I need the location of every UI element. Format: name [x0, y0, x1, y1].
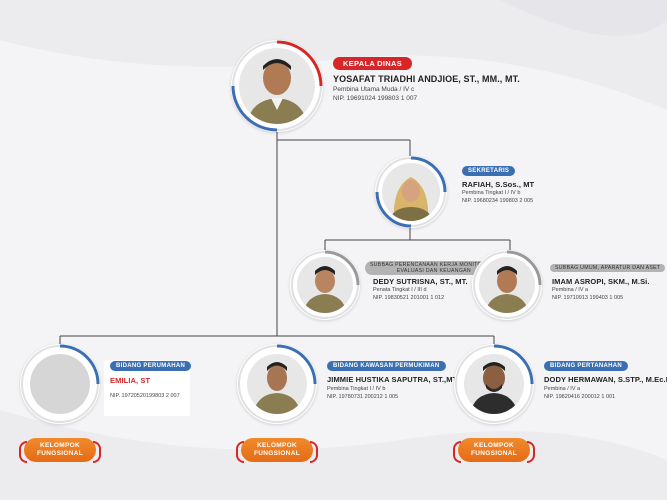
subbag-monitoring-position-badge: SUBBAG PERENCANAAN KERJA MONITORING, EVA…	[365, 261, 503, 275]
bidang-pertanahan-position-badge: BIDANG PERTANAHAN	[544, 361, 628, 371]
head-name: YOSAFAT TRIADHI ANDJIOE, ST., MM., MT.	[333, 74, 520, 84]
bidang-perumahan-nip: NIP. 19720520199803 2 007	[110, 393, 180, 399]
subbag-monitoring-avatar	[297, 257, 353, 313]
group-line-2: FUNGSIONAL	[254, 450, 300, 457]
secretary-photo-frame	[375, 156, 447, 228]
subbag-umum-photo-frame	[472, 250, 542, 320]
bidang-permukiman-nip: NIP. 19780731 200212 1 005	[327, 394, 399, 400]
secretary-rank: Pembina Tingkat I / IV b	[462, 190, 521, 196]
group-line-1: KELOMPOK	[40, 442, 80, 449]
photo-ring	[291, 250, 360, 319]
kelompok-fungsional-badge: KELOMPOK FUNGSIONAL	[453, 438, 535, 463]
photo-ring	[231, 40, 323, 132]
subbag-umum-rank: Pembina / IV a	[552, 287, 589, 293]
bidang-permukiman-rank: Pembina Tingkat I / IV b	[327, 386, 386, 392]
bidang-permukiman-photo-frame	[237, 344, 317, 424]
badge-line-1: SUBBAG PERENCANAAN KERJA MONITORING,	[370, 262, 498, 268]
secretary-nip: NIP. 19680234 199803 2 005	[462, 198, 534, 204]
secretary-avatar	[382, 163, 440, 221]
bidang-perumahan-avatar-placeholder	[30, 354, 90, 414]
subbag-umum-avatar	[479, 257, 535, 313]
kelompok-fungsional-badge: KELOMPOK FUNGSIONAL	[19, 438, 101, 463]
bidang-perumahan-position-badge: BIDANG PERUMAHAN	[110, 361, 192, 371]
head-avatar	[239, 48, 315, 124]
subbag-monitoring-photo-frame	[290, 250, 360, 320]
bidang-pertanahan-rank: Pembina / IV a	[544, 386, 581, 392]
subbag-monitoring-rank: Penata Tingkat I / III d	[373, 287, 427, 293]
group-line-1: KELOMPOK	[474, 442, 514, 449]
bidang-pertanahan-photo-frame	[454, 344, 534, 424]
bidang-pertanahan-nip: NIP. 19820416 200012 1 001	[544, 394, 616, 400]
subbag-umum-nip: NIP. 19710913 199403 1 005	[552, 295, 624, 301]
bidang-permukiman-position-badge: BIDANG KAWASAN PERMUKIMAN	[327, 361, 446, 371]
bidang-perumahan-photo-frame	[20, 344, 100, 424]
bidang-pertanahan-avatar	[464, 354, 524, 414]
subbag-monitoring-nip: NIP. 19830521 201001 1 012	[373, 295, 445, 301]
bidang-perumahan-name: EMILIA, ST	[110, 376, 151, 385]
subbag-umum-position-badge: SUBBAG UMUM, APARATUR DAN ASET	[550, 264, 666, 272]
kelompok-fungsional-badge: KELOMPOK FUNGSIONAL	[236, 438, 318, 463]
head-nip: NIP. 19691024 199803 1 007	[333, 95, 418, 102]
head-photo-frame	[231, 40, 323, 132]
photo-ring	[455, 344, 534, 423]
photo-ring	[21, 344, 100, 423]
photo-ring	[375, 156, 447, 228]
subbag-monitoring-name: DEDY SUTRISNA, ST., MT.	[373, 277, 468, 286]
bidang-pertanahan-name: DODY HERMAWAN, S.STP., M.Ec.Dev	[544, 375, 667, 384]
badge-line-2: EVALUASI DAN KEUANGAN	[396, 268, 471, 274]
secretary-position-badge: SEKRETARIS	[462, 166, 516, 176]
subbag-umum-name: IMAM ASROPI, SKM., M.Si.	[552, 277, 650, 286]
group-line-1: KELOMPOK	[257, 442, 297, 449]
photo-ring	[238, 344, 317, 423]
group-line-2: FUNGSIONAL	[37, 450, 83, 457]
photo-ring	[473, 250, 542, 319]
head-rank: Pembina Utama Muda / IV c	[333, 86, 415, 93]
secretary-name: RAFIAH, S.Sos., MT	[462, 180, 535, 189]
head-position-badge: KEPALA DINAS	[333, 57, 413, 70]
bidang-permukiman-avatar	[247, 354, 307, 414]
bidang-permukiman-name: JIMMIE HUSTIKA SAPUTRA, ST.,MT.	[327, 375, 459, 384]
group-line-2: FUNGSIONAL	[471, 450, 517, 457]
